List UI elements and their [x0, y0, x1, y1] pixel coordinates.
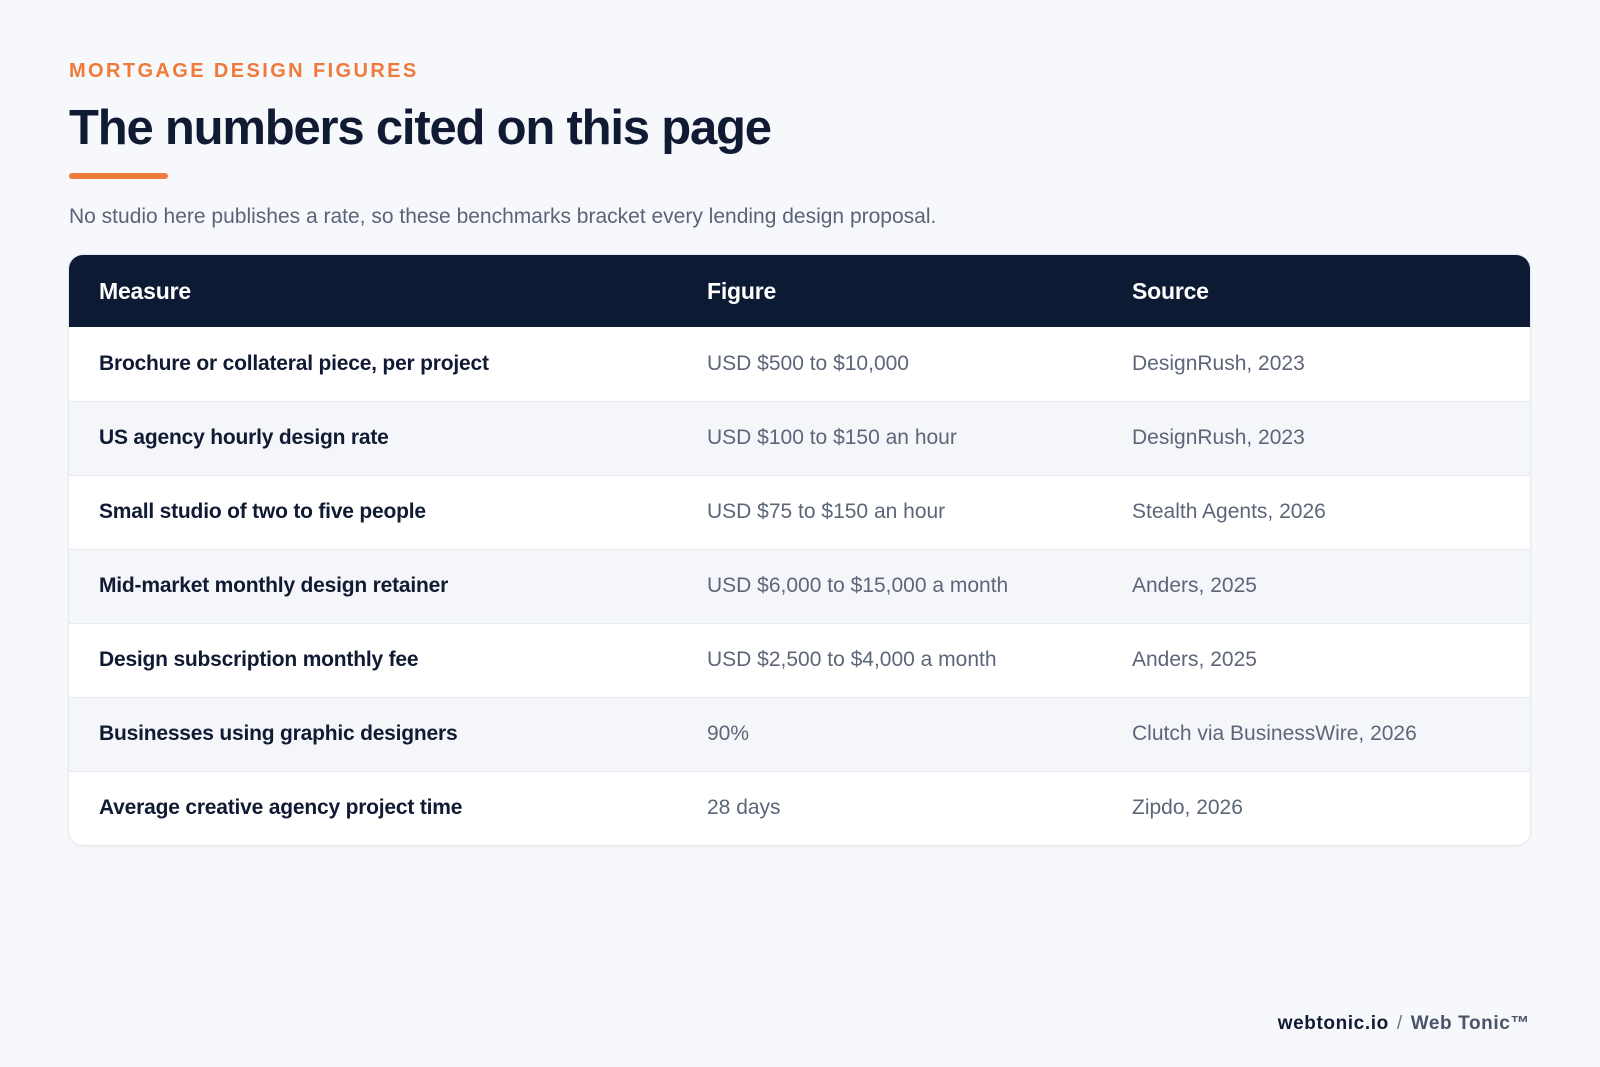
footer-domain: webtonic.io	[1277, 1013, 1389, 1034]
figure-cell: USD $2,500 to $4,000 a month	[707, 648, 997, 671]
source-cell: DesignRush, 2023	[1132, 351, 1305, 375]
column-header-measure: Measure	[99, 277, 191, 304]
column-header-source: Source	[1132, 277, 1209, 304]
footer-credit: webtonic.io / Web Tonic™	[1278, 1012, 1530, 1036]
source-cell: Anders, 2025	[1132, 648, 1257, 671]
table-header-row: Measure Figure Source	[69, 255, 1530, 327]
figure-cell: 28 days	[707, 796, 781, 820]
source-cell: Zipdo, 2026	[1132, 796, 1243, 820]
figures-table-card: Measure Figure Source Brochure or collat…	[69, 255, 1530, 845]
measure-cell: Design subscription monthly fee	[99, 648, 419, 671]
source-cell: Anders, 2025	[1132, 574, 1257, 597]
table-row: US agency hourly design rate USD $100 to…	[69, 401, 1530, 475]
page-subtitle: No studio here publishes a rate, so thes…	[69, 205, 937, 228]
table-body: Brochure or collateral piece, per projec…	[69, 327, 1530, 845]
figure-cell: 90%	[707, 722, 750, 745]
table-row: Design subscription monthly fee USD $2,5…	[69, 623, 1530, 697]
page-title: The numbers cited on this page	[69, 101, 772, 155]
measure-cell: Average creative agency project time	[99, 796, 463, 820]
table-row: Small studio of two to five people USD $…	[69, 475, 1530, 549]
measure-cell: US agency hourly design rate	[99, 426, 389, 449]
table-header: Measure Figure Source	[69, 255, 1530, 327]
title-accent-bar	[69, 173, 168, 179]
eyebrow-label: MORTGAGE DESIGN FIGURES	[69, 60, 419, 82]
measure-cell: Businesses using graphic designers	[99, 722, 458, 745]
figure-cell: USD $75 to $150 an hour	[707, 500, 946, 523]
source-cell: DesignRush, 2023	[1132, 426, 1305, 449]
table-row: Businesses using graphic designers 90% C…	[69, 697, 1530, 771]
figure-cell: USD $100 to $150 an hour	[707, 426, 957, 449]
table-row: Mid-market monthly design retainer USD $…	[69, 549, 1530, 623]
measure-cell: Mid-market monthly design retainer	[99, 574, 449, 597]
figure-cell: USD $6,000 to $15,000 a month	[707, 574, 1009, 597]
source-cell: Clutch via BusinessWire, 2026	[1132, 722, 1417, 745]
figures-table: Measure Figure Source Brochure or collat…	[69, 255, 1530, 845]
table-row: Average creative agency project time 28 …	[69, 771, 1530, 845]
footer-brand: Web Tonic™	[1410, 1013, 1530, 1034]
figure-cell: USD $500 to $10,000	[707, 351, 909, 375]
measure-cell: Small studio of two to five people	[99, 500, 426, 523]
source-cell: Stealth Agents, 2026	[1132, 500, 1326, 523]
footer-separator: /	[1396, 1013, 1403, 1034]
page-content: MORTGAGE DESIGN FIGURES The numbers cite…	[69, 58, 1530, 845]
table-row: Brochure or collateral piece, per projec…	[69, 327, 1530, 401]
column-header-figure: Figure	[707, 277, 777, 304]
measure-cell: Brochure or collateral piece, per projec…	[99, 351, 489, 375]
